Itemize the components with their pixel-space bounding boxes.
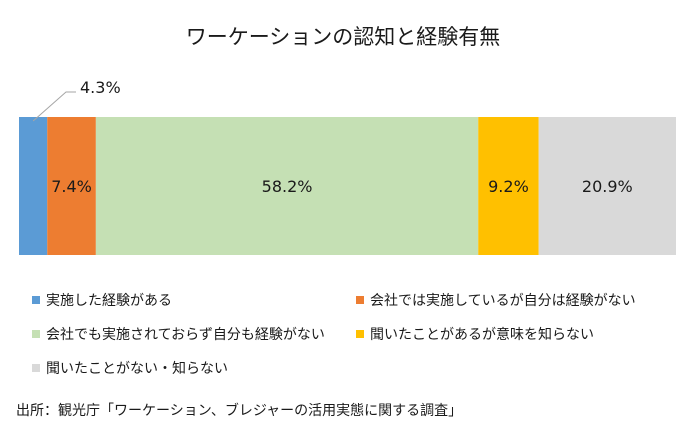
bar-segment-3: [478, 117, 539, 255]
data-label-1: 7.4%: [51, 177, 92, 196]
source-note: 出所：観光庁「ワーケーション、ブレジャーの活用実態に関する調査」: [16, 403, 463, 419]
stacked-bar-chart: ワーケーションの認知と経験有無 4.3% 7.4% 58.2% 9.2% 20.9%: [19, 25, 676, 255]
legend-item-experienced: 実施した経験がある: [32, 290, 356, 310]
legend-row: 会社でも実施されておらず自分も経験がない 聞いたことがあるが意味を知らない: [32, 324, 672, 358]
bar-segment-4: [538, 117, 676, 255]
data-label-4: 20.9%: [582, 177, 633, 196]
legend: 実施した経験がある 会社では実施しているが自分は経験がない 会社でも実施されてお…: [32, 290, 672, 392]
bar-segment-2: [95, 117, 479, 255]
leader-line: [32, 91, 76, 122]
legend-item-company-only: 会社では実施しているが自分は経験がない: [356, 290, 636, 310]
bar-segment-1: [47, 117, 96, 255]
legend-swatch: [32, 364, 40, 372]
legend-item-heard-not-know: 聞いたことがあるが意味を知らない: [356, 324, 594, 344]
bar-segments: [19, 117, 676, 255]
legend-swatch: [32, 296, 40, 304]
legend-label: 実施した経験がある: [46, 293, 172, 309]
legend-label: 聞いたことがあるが意味を知らない: [370, 327, 594, 343]
legend-label: 会社では実施しているが自分は経験がない: [370, 293, 636, 309]
legend-item-none: 会社でも実施されておらず自分も経験がない: [32, 324, 356, 344]
legend-label: 会社でも実施されておらず自分も経験がない: [46, 327, 325, 343]
legend-row: 実施した経験がある 会社では実施しているが自分は経験がない: [32, 290, 672, 324]
legend-swatch: [356, 330, 364, 338]
data-label-3: 9.2%: [488, 177, 529, 196]
legend-swatch: [356, 296, 364, 304]
legend-item-never-heard: 聞いたことがない・知らない: [32, 358, 356, 378]
chart-title: ワーケーションの認知と経験有無: [186, 25, 501, 49]
legend-row: 聞いたことがない・知らない: [32, 358, 672, 392]
legend-label: 聞いたことがない・知らない: [46, 361, 228, 377]
bar-segment-0: [19, 117, 48, 255]
data-label-2: 58.2%: [262, 177, 313, 196]
bar-data-labels: 4.3% 7.4% 58.2% 9.2% 20.9%: [32, 78, 633, 196]
data-label-0: 4.3%: [80, 78, 121, 97]
legend-swatch: [32, 330, 40, 338]
